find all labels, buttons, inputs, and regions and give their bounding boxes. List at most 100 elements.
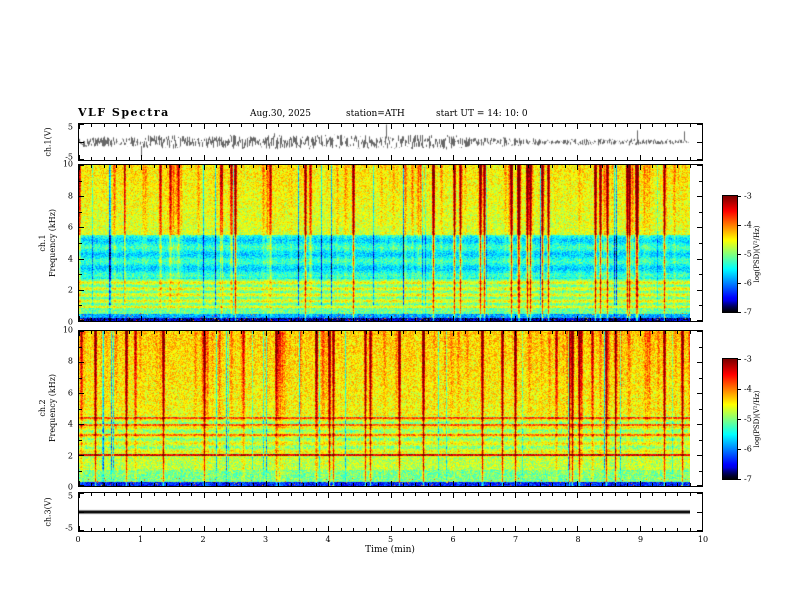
tick-mark	[328, 165, 329, 170]
colorbar-tick-mark	[738, 479, 741, 480]
tick-mark	[166, 157, 167, 160]
colorbar-tick-label: -6	[744, 278, 752, 288]
tick-mark	[79, 347, 82, 348]
tick-mark	[627, 331, 628, 334]
tick-mark	[699, 181, 702, 182]
ch1-spec-ytick-label: 2	[67, 285, 73, 295]
tick-mark	[366, 124, 367, 127]
tick-mark	[278, 124, 279, 127]
tick-mark	[253, 165, 254, 168]
tick-mark	[278, 483, 279, 486]
tick-mark	[266, 165, 267, 170]
tick-mark	[91, 528, 92, 531]
tick-mark	[465, 331, 466, 334]
tick-mark	[640, 124, 641, 129]
colorbar-tick-label: -5	[744, 414, 752, 424]
tick-mark	[552, 493, 553, 496]
tick-mark	[665, 165, 666, 168]
tick-mark	[366, 165, 367, 168]
tick-mark	[204, 331, 205, 336]
tick-mark	[104, 331, 105, 334]
tick-mark	[697, 331, 702, 332]
tick-mark	[403, 157, 404, 160]
tick-mark	[540, 331, 541, 334]
ch2-spectrogram-canvas	[79, 331, 690, 486]
tick-mark	[565, 528, 566, 531]
tick-mark	[403, 331, 404, 334]
colorbar-tick-label: -4	[744, 220, 752, 230]
tick-mark	[465, 318, 466, 321]
tick-mark	[79, 196, 84, 197]
ch1-colorbar-label: log(PSD)(V²/Hz)	[753, 225, 761, 283]
tick-mark	[191, 528, 192, 531]
tick-mark	[204, 493, 205, 498]
tick-mark	[415, 157, 416, 160]
tick-mark	[677, 124, 678, 127]
tick-mark	[697, 159, 702, 160]
tick-mark	[216, 124, 217, 127]
tick-mark	[652, 331, 653, 334]
tick-mark	[141, 316, 142, 321]
tick-mark	[253, 318, 254, 321]
tick-mark	[129, 483, 130, 486]
tick-mark	[699, 274, 702, 275]
tick-mark	[229, 493, 230, 496]
tick-mark	[440, 493, 441, 496]
colorbar-tick-label: -7	[744, 474, 752, 484]
tick-mark	[577, 493, 578, 498]
tick-mark	[91, 318, 92, 321]
tick-mark	[652, 318, 653, 321]
tick-mark	[577, 155, 578, 160]
tick-mark	[615, 331, 616, 334]
tick-mark	[154, 124, 155, 127]
tick-mark	[91, 165, 92, 168]
tick-mark	[403, 124, 404, 127]
tick-mark	[552, 165, 553, 168]
tick-mark	[478, 157, 479, 160]
colorbar-tick-label: -6	[744, 444, 752, 454]
tick-mark	[415, 331, 416, 334]
tick-mark	[552, 331, 553, 334]
tick-mark	[565, 318, 566, 321]
tick-mark	[665, 331, 666, 334]
tick-mark	[552, 157, 553, 160]
tick-mark	[690, 165, 691, 168]
tick-mark	[515, 165, 516, 170]
time-tick-label: 4	[325, 535, 331, 544]
tick-mark	[303, 124, 304, 127]
tick-mark	[104, 157, 105, 160]
tick-mark	[690, 493, 691, 496]
tick-mark	[403, 493, 404, 496]
tick-mark	[291, 483, 292, 486]
colorbar-tick-mark	[738, 359, 741, 360]
tick-mark	[104, 318, 105, 321]
tick-mark	[166, 331, 167, 334]
tick-mark	[490, 157, 491, 160]
plot-start-ut: start UT = 14: 10: 0	[436, 109, 528, 119]
tick-mark	[615, 318, 616, 321]
tick-mark	[191, 157, 192, 160]
tick-mark	[129, 165, 130, 168]
tick-mark	[79, 124, 84, 125]
tick-mark	[440, 331, 441, 334]
tick-mark	[291, 157, 292, 160]
tick-mark	[104, 493, 105, 496]
tick-mark	[478, 331, 479, 334]
tick-mark	[565, 483, 566, 486]
ch2-spec-ytick-label: 8	[67, 356, 73, 366]
colorbar-tick-mark	[738, 312, 741, 313]
tick-mark	[341, 493, 342, 496]
tick-mark	[253, 124, 254, 127]
tick-mark	[303, 165, 304, 168]
tick-mark	[278, 528, 279, 531]
colorbar-tick-label: -3	[744, 354, 752, 364]
tick-mark	[440, 483, 441, 486]
tick-mark	[291, 528, 292, 531]
tick-mark	[341, 165, 342, 168]
tick-mark	[453, 155, 454, 160]
tick-mark	[191, 318, 192, 321]
tick-mark	[79, 181, 82, 182]
tick-mark	[503, 483, 504, 486]
tick-mark	[191, 124, 192, 127]
tick-mark	[515, 481, 516, 486]
